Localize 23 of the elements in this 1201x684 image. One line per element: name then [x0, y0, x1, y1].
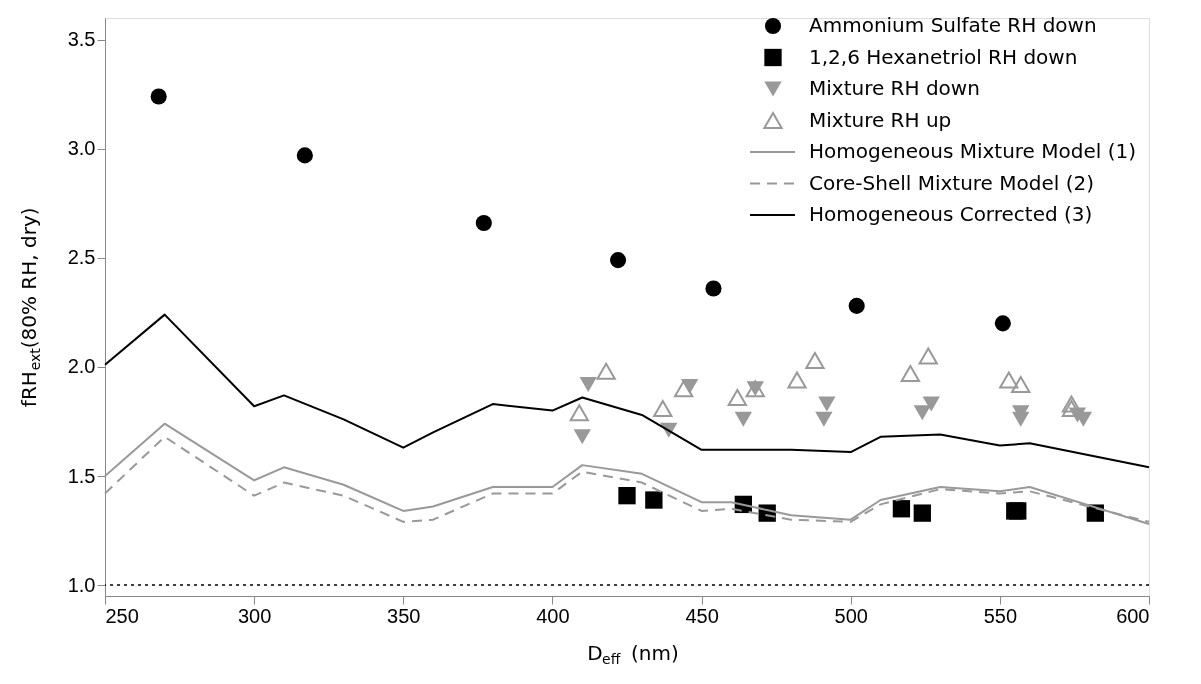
x-tick-label: 450 — [685, 604, 719, 627]
legend-label: Homogeneous Mixture Model (1) — [809, 139, 1137, 163]
x-tick-label: 250 — [105, 604, 139, 627]
y-tick-label: 2.0 — [67, 355, 96, 378]
y-tick-label: 1.5 — [67, 464, 96, 487]
x-tick-label: 550 — [983, 604, 1018, 627]
y-tick-label: 3.0 — [67, 137, 96, 160]
line-series — [104, 313, 1150, 469]
legend-label: Core-Shell Mixture Model (2) — [809, 170, 1094, 195]
legend-label: Ammonium Sulfate RH down — [809, 13, 1097, 37]
y-axis-title: fRHext(80% RH, dry) — [17, 207, 43, 408]
x-tick-label: 600 — [1116, 604, 1150, 627]
legend-label: Homogeneous Corrected (3) — [809, 202, 1093, 226]
legend-label: Mixture RH down — [809, 76, 980, 100]
x-tick-label: 500 — [834, 604, 868, 627]
x-tick-label: 350 — [387, 604, 421, 627]
x-tick-label: 400 — [536, 604, 570, 627]
y-tick-label: 3.5 — [67, 28, 96, 51]
y-tick-label: 1.0 — [67, 573, 96, 596]
x-tick-label: 300 — [237, 604, 272, 627]
legend-label: Mixture RH up — [809, 107, 952, 132]
y-tick-label: 2.5 — [67, 246, 96, 269]
legend-label: 1,2,6 Hexanetriol RH down — [809, 44, 1078, 69]
